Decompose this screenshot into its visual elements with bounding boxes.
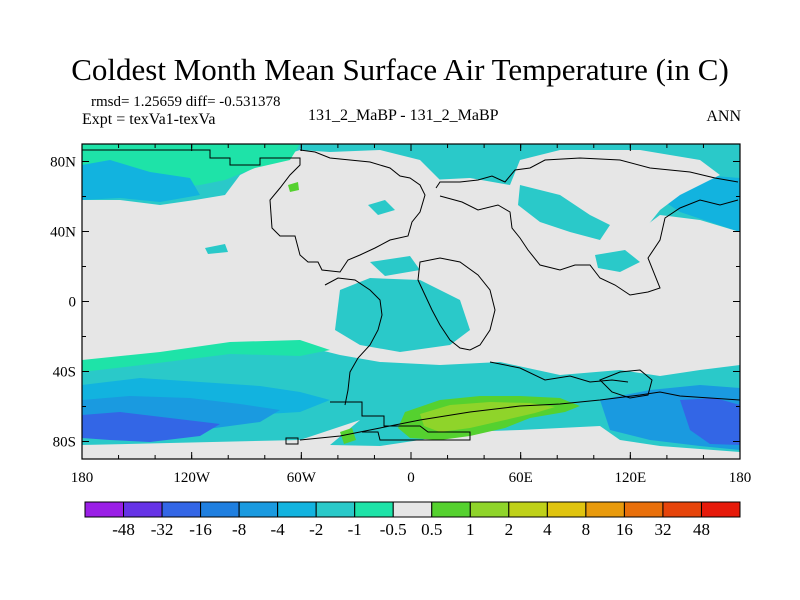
field-antarctic-yellow (420, 402, 555, 432)
colorbar (84, 501, 741, 518)
outline-small-rect (285, 437, 299, 445)
field-tropics-east (518, 185, 610, 240)
colorbar-box (315, 501, 356, 518)
experiment-label: Expt = texVa1-texVa (82, 111, 216, 128)
colorbar-label: 0.5 (421, 520, 442, 539)
colorbar-label: 16 (616, 520, 633, 539)
colorbar-box (161, 501, 202, 518)
field-antarctic-small-green (340, 428, 356, 444)
colorbar-box (662, 501, 702, 518)
colorbar-label: 2 (505, 520, 514, 539)
field-small-patch-1 (368, 200, 395, 215)
field-south-ice (82, 420, 740, 459)
outline-eurasia-east (439, 195, 739, 296)
field-atlantic-strip (370, 256, 420, 276)
field-south-deep-west (82, 412, 220, 442)
colorbar-label: 4 (543, 520, 552, 539)
outline-south-blocks (330, 401, 471, 441)
colorbar-label: -0.5 (380, 520, 407, 539)
outline-africa (417, 257, 496, 351)
field-south-east-deep (680, 398, 740, 445)
stats-label: rmsd= 1.25659 diff= -0.531378 (91, 94, 281, 110)
x-tick-label: 120W (173, 470, 211, 486)
y-tick-label: 40N (50, 225, 76, 241)
field-indian (595, 250, 640, 272)
map-field (82, 144, 740, 459)
colorbar-label: -4 (271, 520, 286, 539)
axis-tick-labels: 180 120W 60W 0 60E 120E 180 80N 40N 0 40S 80S (50, 155, 751, 487)
field-south-band-2 (82, 340, 330, 372)
colorbar-label: -16 (189, 520, 212, 539)
colorbar-box (84, 501, 125, 518)
colorbar-box (508, 501, 548, 518)
colorbar-label: -1 (348, 520, 362, 539)
axis-ticks (81, 144, 741, 459)
colorbar-label: -32 (151, 520, 174, 539)
colorbar-box (238, 501, 279, 518)
x-tick-label: 0 (407, 470, 415, 486)
field-small-patch-2 (205, 244, 228, 254)
y-tick-label: 80N (50, 155, 76, 171)
field-arctic-blue (82, 160, 200, 202)
colorbar-box (277, 501, 317, 518)
colorbar-label: -48 (112, 520, 135, 539)
y-tick-label: 0 (69, 295, 77, 311)
colorbar-box (392, 501, 433, 518)
field-tropics-west (335, 278, 470, 352)
x-tick-label: 120E (614, 470, 646, 486)
colorbar-box (585, 501, 625, 518)
x-tick-label: 60W (287, 470, 317, 486)
colorbar-box (354, 501, 394, 518)
colorbar-box (700, 501, 741, 518)
runs-label: 131_2_MaBP - 131_2_MaBP (308, 107, 499, 124)
outline-antarctica (299, 391, 740, 441)
x-tick-label: 180 (71, 470, 94, 486)
colorbar-label: -8 (232, 520, 246, 539)
field-green-dot (288, 182, 299, 192)
colorbar-box (623, 501, 664, 518)
colorbar-labels: -48 -32 -16 -8 -4 -2 -1 -0.5 0.5 1 2 4 8 16 32 48 (112, 520, 710, 539)
season-label: ANN (706, 108, 741, 125)
colorbar-box (546, 501, 587, 518)
colorbar-box (200, 501, 240, 518)
colorbar-label: 32 (654, 520, 671, 539)
map-title: Coldest Month Mean Surface Air Temperatu… (71, 52, 729, 87)
continent-outlines (82, 149, 740, 445)
colorbar-box (431, 501, 471, 518)
outline-south-america (324, 277, 383, 406)
x-tick-label: 60E (509, 470, 533, 486)
colorbar-box (469, 501, 510, 518)
x-tick-label: 180 (729, 470, 752, 486)
outline-eurasia-north (435, 157, 739, 189)
outline-north-america (82, 149, 426, 273)
colorbar-label: -2 (309, 520, 323, 539)
colorbar-label: 48 (693, 520, 710, 539)
y-tick-label: 40S (53, 365, 76, 381)
outline-east-antarctic (489, 361, 629, 383)
colorbar-label: 8 (582, 520, 591, 539)
outline-australia (599, 369, 653, 399)
y-tick-label: 80S (53, 435, 76, 451)
colorbar-label: 1 (466, 520, 475, 539)
colorbar-box (123, 501, 163, 518)
